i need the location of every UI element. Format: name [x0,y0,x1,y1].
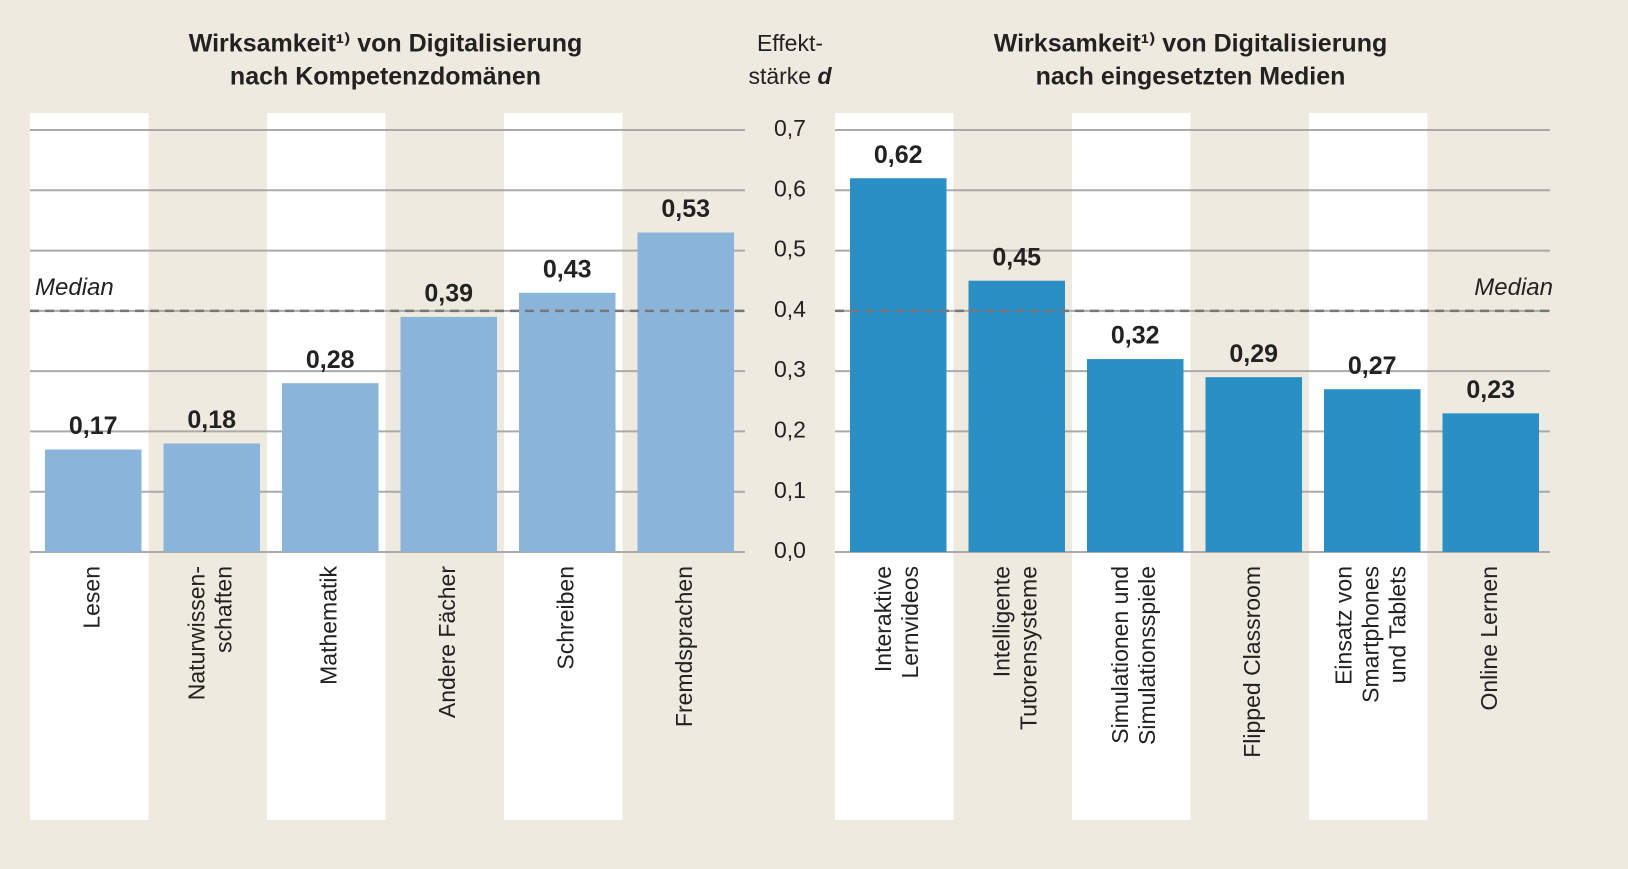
bar [400,316,497,552]
value-label: 0,23 [1466,376,1515,404]
bar [1442,413,1539,552]
bar [519,292,616,552]
y-tick-label: 0,3 [774,356,806,382]
y-tick-label: 0,1 [774,477,806,503]
chart-title: Wirksamkeit¹⁾ von Digitalisierung [189,30,583,58]
y-tick-label: 0,7 [774,115,806,141]
y-axis-label: stärke d [748,63,832,89]
bar [1205,377,1302,552]
chart-title: nach eingesetzten Medien [1036,63,1346,91]
y-axis-symbol: d [817,63,832,89]
median-label: Median [35,274,114,301]
chart-title: nach Kompetenzdomänen [230,63,541,91]
chart-title: Wirksamkeit¹⁾ von Digitalisierung [994,30,1388,58]
x-tick-label: Einsatz von [1330,566,1356,685]
value-label: 0,27 [1348,352,1397,380]
y-tick-label: 0,2 [774,417,806,443]
value-label: 0,53 [661,195,710,223]
value-label: 0,29 [1229,340,1278,368]
value-label: 0,43 [543,255,592,283]
x-tick-label: Lesen [78,566,104,629]
value-label: 0,17 [69,412,118,440]
value-label: 0,28 [306,346,355,374]
x-tick-label: Mathematik [315,566,341,685]
x-tick-label: Online Lernen [1476,566,1502,711]
bar [1087,359,1184,552]
x-tick-label: Schreiben [552,566,578,670]
value-label: 0,18 [187,406,236,434]
x-tick-label: Tutorensysteme [1015,566,1041,730]
x-tick-label: Fremdsprachen [671,566,697,727]
bar [637,232,734,552]
x-tick-label: Simulationsspiele [1134,566,1160,745]
y-tick-label: 0,5 [774,236,806,262]
x-tick-label: Simulationen und [1107,566,1133,744]
bar [1324,389,1421,552]
value-label: 0,62 [874,141,923,169]
x-tick-label: Naturwissen- [183,566,209,700]
x-tick-label: Smartphones [1357,566,1383,703]
x-tick-label: Intelligente [988,566,1014,677]
x-tick-label: Andere Fächer [434,566,460,718]
bar [163,443,260,552]
value-label: 0,45 [992,243,1041,271]
x-tick-label: Interaktive [870,566,896,672]
x-tick-label: Lernvideos [897,566,923,679]
value-label: 0,39 [424,279,473,307]
y-axis-label: Effekt- [757,30,823,56]
y-tick-label: 0,4 [774,296,806,322]
x-tick-label: Flipped Classroom [1239,566,1265,758]
y-tick-label: 0,6 [774,175,806,201]
median-label: Median [1474,274,1553,301]
bar [45,449,142,552]
value-label: 0,32 [1111,322,1160,350]
x-tick-label: schaften [210,566,236,653]
bar [968,280,1065,552]
bar [282,383,379,552]
y-tick-label: 0,0 [774,537,806,563]
bar [850,178,947,552]
x-tick-label: und Tablets [1384,566,1410,683]
y-axis-label-text: stärke [748,63,811,89]
